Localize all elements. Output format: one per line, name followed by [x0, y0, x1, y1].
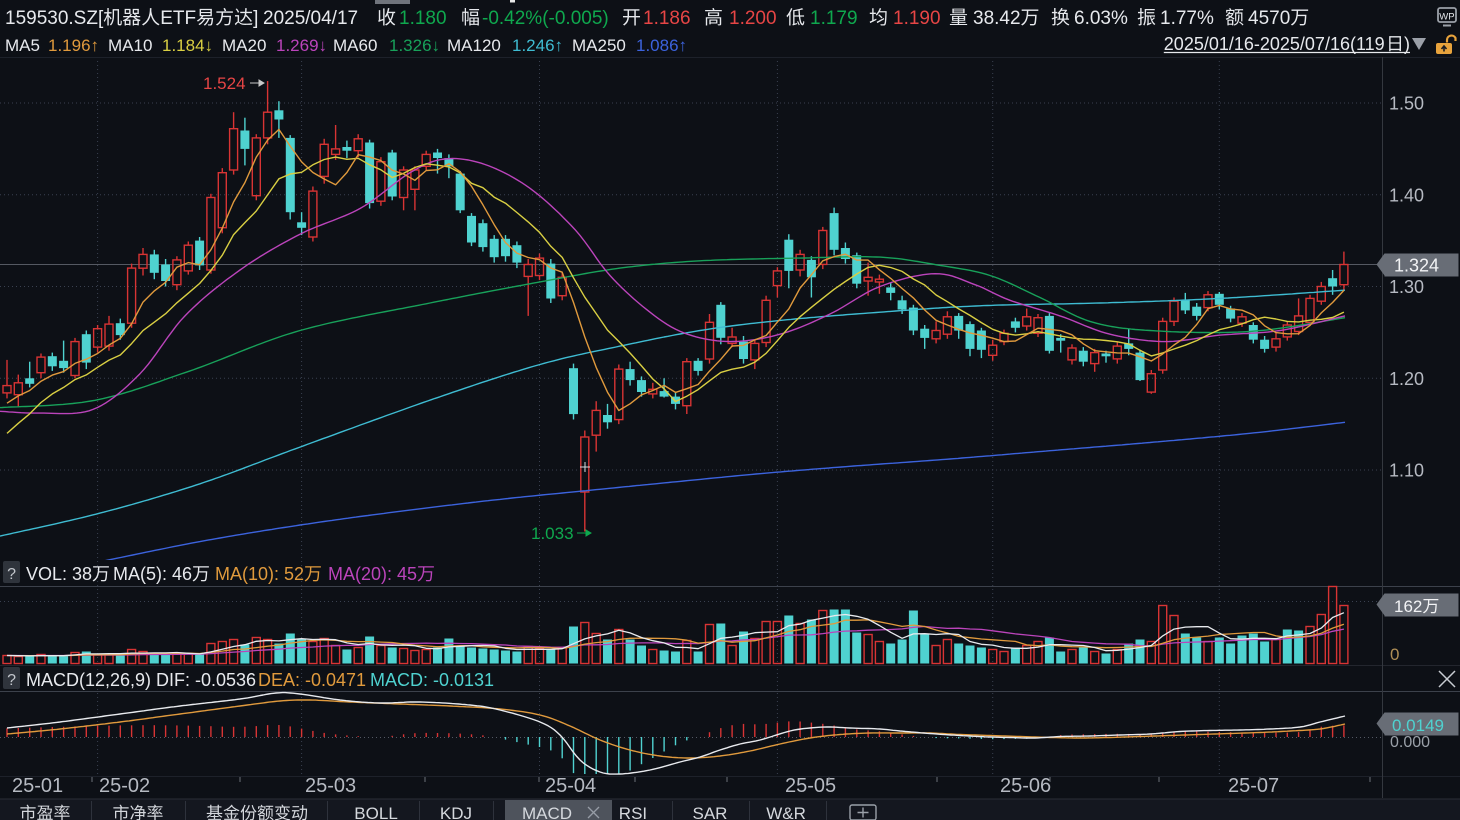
svg-text:?: ?	[7, 566, 16, 583]
svg-text:25-04: 25-04	[545, 775, 596, 797]
svg-text:SAR: SAR	[693, 804, 728, 820]
svg-text:1.086↑: 1.086↑	[636, 36, 687, 55]
svg-text:MA60: MA60	[333, 36, 377, 55]
svg-text:1.50: 1.50	[1389, 94, 1424, 114]
svg-text:VOL: 38: VOL: 38	[26, 564, 92, 584]
svg-text:6.03%: 6.03%	[1074, 8, 1128, 29]
svg-text:BOLL: BOLL	[354, 804, 397, 820]
svg-text:0.0149: 0.0149	[1392, 716, 1444, 735]
svg-text:1.77%: 1.77%	[1160, 8, 1214, 29]
svg-text:]: ]	[253, 8, 258, 29]
svg-text:1.269↓: 1.269↓	[276, 36, 327, 55]
svg-text:0: 0	[1390, 645, 1399, 664]
svg-text:25-01: 25-01	[12, 775, 63, 797]
svg-text:DEA: -0.0471: DEA: -0.0471	[258, 670, 366, 690]
svg-text:1.200: 1.200	[729, 8, 777, 29]
svg-text:38.42: 38.42	[973, 8, 1021, 29]
svg-text:MACD: MACD	[522, 804, 572, 820]
svg-text:MA5: MA5	[5, 36, 40, 55]
svg-text:1.190: 1.190	[893, 8, 941, 29]
svg-text:1.20: 1.20	[1389, 369, 1424, 389]
svg-text:25-03: 25-03	[305, 775, 356, 797]
svg-text:MA120: MA120	[447, 36, 501, 55]
svg-text:1.186: 1.186	[643, 8, 691, 29]
svg-text:1.30: 1.30	[1389, 277, 1424, 297]
svg-text:4570: 4570	[1248, 8, 1290, 29]
svg-text:1.196↑: 1.196↑	[48, 36, 99, 55]
svg-text:1.10: 1.10	[1389, 461, 1424, 481]
svg-text:2025/01/16-2025/07/16(119: 2025/01/16-2025/07/16(119	[1164, 34, 1385, 54]
svg-text:1.179: 1.179	[810, 8, 858, 29]
svg-text:25-06: 25-06	[1000, 775, 1051, 797]
svg-text:MA(10): 52: MA(10): 52	[215, 564, 304, 584]
svg-text:RSI: RSI	[619, 804, 647, 820]
svg-text:ETF: ETF	[160, 8, 196, 29]
svg-text:1.326↓: 1.326↓	[389, 36, 440, 55]
svg-text:MACD: -0.0131: MACD: -0.0131	[370, 670, 494, 690]
svg-text:1.524: 1.524	[203, 74, 246, 93]
svg-text:1.033: 1.033	[531, 524, 574, 543]
svg-text:): )	[1404, 34, 1410, 54]
svg-text:MA(5): 46: MA(5): 46	[113, 564, 192, 584]
svg-text:MA20: MA20	[222, 36, 266, 55]
svg-text:1.324: 1.324	[1394, 256, 1439, 276]
svg-text:1.180: 1.180	[399, 8, 447, 29]
svg-text:25-07: 25-07	[1228, 775, 1279, 797]
svg-text:MA10: MA10	[108, 36, 152, 55]
svg-text:2025/04/17: 2025/04/17	[263, 8, 358, 29]
svg-text:25-05: 25-05	[785, 775, 836, 797]
svg-text:WP: WP	[1439, 12, 1454, 23]
svg-text:1.246↑: 1.246↑	[512, 36, 563, 55]
svg-text:-0.42%(-0.005): -0.42%(-0.005)	[482, 8, 609, 29]
svg-text:162: 162	[1394, 597, 1422, 616]
svg-text:1.40: 1.40	[1389, 185, 1424, 205]
svg-text:0.000: 0.000	[1390, 734, 1430, 751]
svg-text:MA(20): 45: MA(20): 45	[328, 564, 417, 584]
svg-text:MA250: MA250	[572, 36, 626, 55]
svg-text:159530.SZ[: 159530.SZ[	[5, 8, 104, 29]
svg-text:W&R: W&R	[766, 804, 806, 820]
svg-text:KDJ: KDJ	[440, 804, 472, 820]
svg-text:1.184↓: 1.184↓	[162, 36, 213, 55]
svg-text:MACD(12,26,9): MACD(12,26,9)	[26, 670, 151, 690]
svg-text:DIF: -0.0536: DIF: -0.0536	[156, 670, 256, 690]
svg-text:?: ?	[7, 672, 16, 689]
svg-text:25-02: 25-02	[99, 775, 150, 797]
